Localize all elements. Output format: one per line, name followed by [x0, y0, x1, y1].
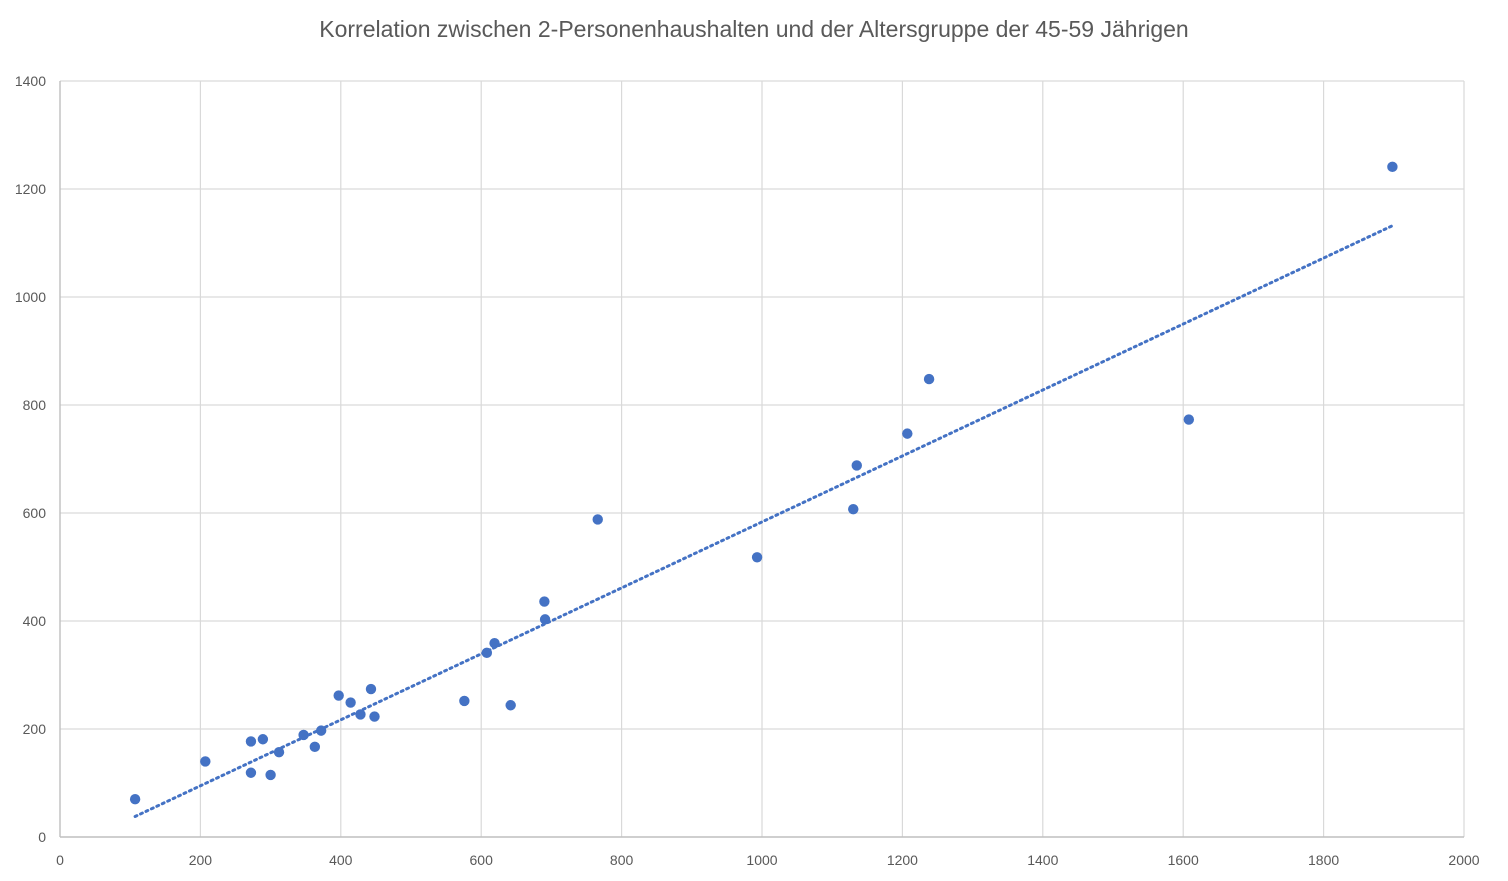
- data-point: [345, 697, 356, 708]
- x-tick-label: 1600: [1168, 852, 1199, 868]
- x-tick-label: 400: [329, 852, 353, 868]
- data-point: [539, 596, 550, 607]
- y-tick-label: 600: [23, 505, 47, 521]
- data-point: [333, 690, 344, 701]
- data-point: [1387, 161, 1398, 173]
- data-point: [923, 373, 935, 385]
- data-point: [273, 747, 285, 758]
- x-tick-label: 600: [470, 852, 494, 868]
- data-points: [129, 161, 1398, 805]
- data-point: [129, 794, 141, 805]
- data-point: [265, 769, 276, 781]
- data-point: [309, 741, 321, 753]
- data-point: [245, 736, 257, 747]
- data-point: [489, 637, 500, 649]
- data-point: [481, 647, 493, 659]
- grid: [60, 80, 1465, 837]
- data-point: [592, 514, 603, 525]
- data-point: [365, 683, 377, 695]
- chart-title: Korrelation zwischen 2-Personenhaushalte…: [319, 16, 1189, 42]
- x-tick-label: 1000: [746, 852, 777, 868]
- data-point: [751, 552, 763, 563]
- data-point: [902, 428, 913, 439]
- data-point: [200, 756, 211, 767]
- x-tick-label: 200: [189, 852, 213, 868]
- y-tick-label: 1000: [15, 289, 46, 305]
- y-tick-label: 400: [23, 613, 47, 629]
- x-tick-label: 0: [56, 852, 64, 868]
- y-tick-label: 200: [23, 721, 47, 737]
- data-point: [245, 767, 257, 778]
- data-point: [851, 460, 862, 471]
- data-point: [1183, 414, 1195, 425]
- y-tick-label: 1400: [15, 73, 46, 89]
- x-tick-label: 2000: [1448, 852, 1479, 868]
- axes: [59, 81, 1464, 838]
- data-point: [355, 709, 366, 720]
- data-point: [369, 711, 380, 722]
- data-point: [459, 695, 470, 707]
- x-tick-label: 1800: [1308, 852, 1339, 868]
- y-tick-label: 1200: [15, 181, 46, 197]
- data-point: [257, 734, 269, 745]
- tick-labels: 0 200 400 600 800 1000 1200 1400 1600 1800 2000 0 20…: [15, 73, 1480, 868]
- data-point: [298, 729, 309, 741]
- x-tick-label: 800: [610, 852, 634, 868]
- x-tick-label: 1200: [887, 852, 918, 868]
- data-point: [848, 504, 859, 515]
- data-point: [315, 725, 327, 736]
- data-point: [539, 614, 551, 625]
- y-tick-label: 800: [23, 397, 47, 413]
- trendline-group: [133, 224, 1394, 818]
- y-tick-label: 0: [38, 829, 46, 845]
- data-point: [505, 700, 516, 711]
- x-tick-label: 1400: [1027, 852, 1058, 868]
- trendline: [133, 224, 1394, 818]
